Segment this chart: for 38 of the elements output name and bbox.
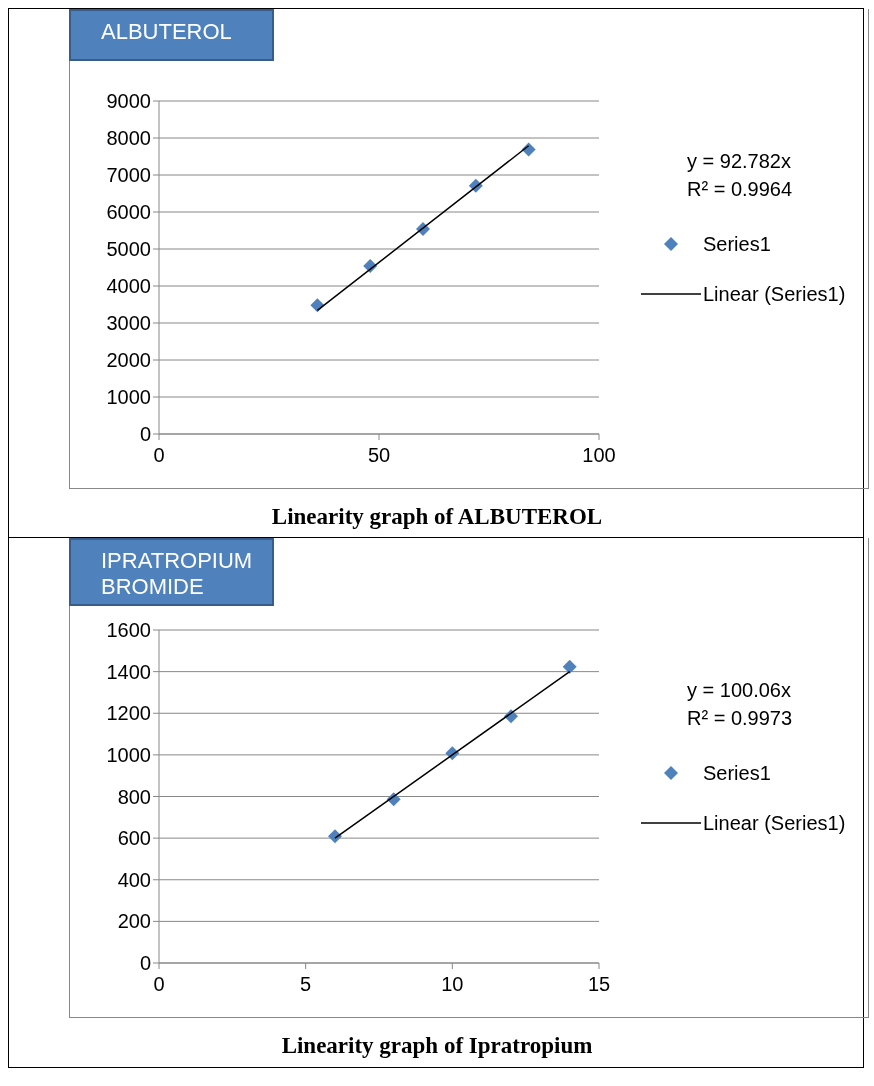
y-tick-label: 0 [139, 423, 151, 446]
x-tick-label: 50 [367, 444, 391, 467]
y-tick-label: 7000 [106, 164, 151, 187]
y-tick-label: 0 [139, 952, 151, 975]
y-tick-label: 800 [117, 785, 151, 808]
y-tick-label: 1000 [106, 743, 151, 766]
y-tick-label: 1400 [106, 660, 151, 683]
y-tick-label: 6000 [106, 201, 151, 224]
y-tick-label: 4000 [106, 275, 151, 298]
y-tick-label: 8000 [106, 127, 151, 150]
legend-label: Series1 [703, 232, 771, 256]
text: R² = 0.9964 [687, 177, 793, 202]
x-tick-label: 0 [153, 973, 165, 996]
x-tick-label: 10 [441, 973, 464, 996]
y-tick-label: 5000 [106, 238, 151, 261]
legend-label: Linear (Series1) [703, 811, 846, 835]
y-tick-label: 200 [117, 910, 151, 933]
chart-title: IPRATROPIUM BROMIDE [69, 538, 274, 606]
chart-title: ALBUTEROL [69, 9, 274, 61]
y-tick-label: 400 [117, 868, 151, 891]
y-tick-label: 3000 [106, 312, 151, 335]
y-tick-label: 600 [117, 827, 151, 850]
text: y = 100.06x [687, 678, 792, 703]
text: Linearity graph of Ipratropium [280, 1033, 594, 1059]
y-tick-label: 1600 [106, 619, 151, 642]
text: y = 92.782x [687, 149, 792, 174]
y-tick-label: 9000 [106, 90, 151, 113]
text: R² = 0.9973 [687, 706, 793, 731]
x-tick-label: 0 [153, 444, 165, 467]
x-tick-label: 100 [582, 444, 616, 467]
y-tick-label: 2000 [106, 349, 151, 372]
legend-label: Series1 [703, 761, 771, 785]
x-tick-label: 15 [587, 973, 611, 996]
x-tick-label: 5 [300, 973, 312, 996]
y-tick-label: 1200 [106, 702, 151, 725]
y-tick-label: 1000 [106, 386, 151, 409]
legend-label: Linear (Series1) [703, 282, 846, 306]
text: Linearity graph of ALBUTEROL [270, 504, 604, 530]
